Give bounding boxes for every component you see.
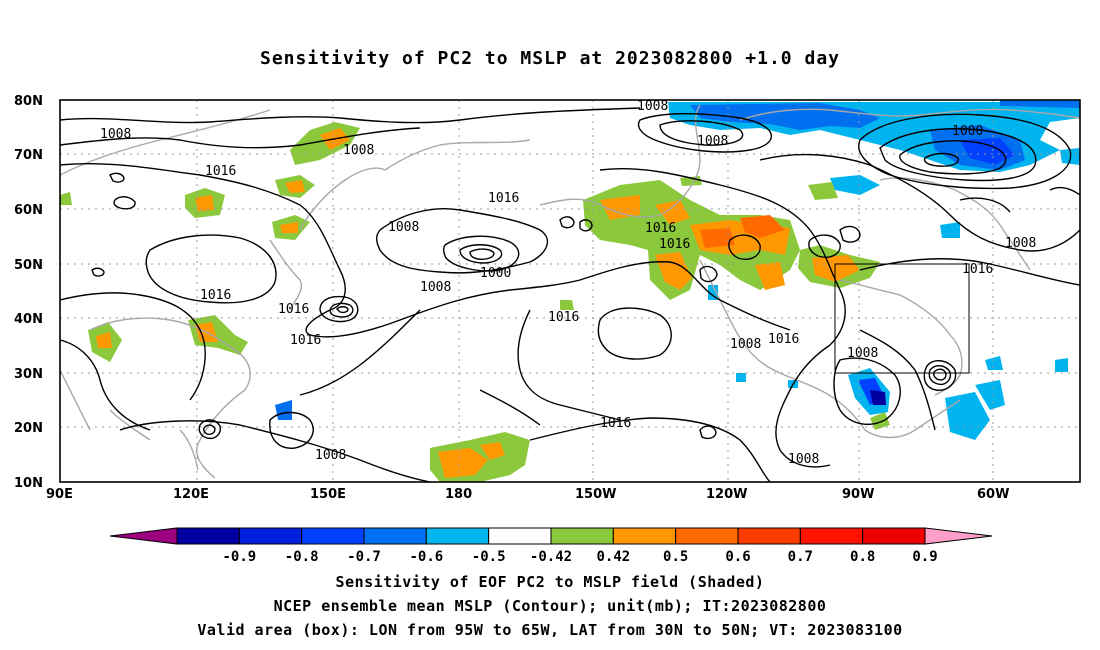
contour-label: 1016 [768, 332, 799, 347]
valid-area-box [834, 263, 970, 374]
contour-label: 1016 [962, 262, 993, 277]
contour-label: 1000 [480, 266, 511, 281]
lat-tick-label: 10N [14, 476, 43, 491]
contour-label: 1008 [343, 143, 374, 158]
contour-label: 1016 [600, 416, 631, 431]
contour-label: 1016 [488, 191, 519, 206]
colorbar-tick-label: 0.6 [725, 549, 750, 565]
contour-label: 1016 [290, 333, 321, 348]
lon-tick-label: 90E [46, 487, 73, 502]
caption-line-2: NCEP ensemble mean MSLP (Contour); unit(… [273, 597, 827, 615]
lat-tick-label: 40N [14, 312, 43, 327]
contour-label: 1008 [730, 337, 761, 352]
caption-line-1: Sensitivity of EOF PC2 to MSLP field (Sh… [335, 573, 765, 591]
caption-line-3: Valid area (box): LON from 95W to 65W, L… [197, 621, 903, 639]
colorbar-swatch [363, 527, 427, 545]
lon-tick-label: 90W [842, 487, 874, 502]
contour-label: 1000 [952, 124, 983, 139]
colorbar-tick-label: -0.42 [530, 549, 572, 565]
lon-tick-label: 120W [706, 487, 747, 502]
contour-label: 1008 [100, 127, 131, 142]
colorbar-tick-label: -0.8 [285, 549, 319, 565]
colorbar-swatch [238, 527, 303, 545]
lon-tick-label: 150E [310, 487, 346, 502]
lat-tick-label: 80N [14, 94, 43, 109]
lat-tick-label: 30N [14, 367, 43, 382]
map-grid [60, 100, 1080, 482]
latitude-axis: 80N 70N 60N 50N 40N 30N 20N 10N [14, 94, 43, 491]
contour-label: 1008 [388, 220, 419, 235]
colorbar-tick-label: 0.8 [850, 549, 875, 565]
colorbar-tick-label: 0.5 [663, 549, 688, 565]
colorbar-tick-label: -0.7 [347, 549, 381, 565]
lat-tick-label: 50N [14, 258, 43, 273]
contour-label: 1016 [278, 302, 309, 317]
longitude-axis: 90E 120E 150E 180 150W 120W 90W 60W [46, 487, 1009, 502]
map-title: Sensitivity of PC2 to MSLP at 2023082800… [259, 48, 840, 69]
colorbar-swatch [176, 527, 240, 545]
lon-tick-label: 120E [173, 487, 209, 502]
colorbar-swatch [550, 527, 614, 545]
colorbar-swatch [612, 527, 677, 545]
contour-label: 1016 [645, 221, 676, 236]
colorbar-swatch [488, 527, 552, 545]
colorbar-tick-label: -0.6 [409, 549, 443, 565]
map-panel [59, 99, 1081, 483]
colorbar-high-arrow [924, 527, 993, 545]
colorbar: -0.9 -0.8 -0.7 -0.6 -0.5 -0.42 0.42 0.5 0.6 0.7 0.… [109, 527, 993, 565]
lon-tick-label: 150W [575, 487, 616, 502]
colorbar-swatch [425, 527, 490, 545]
contour-label: 1016 [205, 164, 236, 179]
lon-tick-label: 180 [445, 487, 472, 502]
contour-label: 1008 [788, 452, 819, 467]
contour-label: 1008 [697, 134, 728, 149]
colorbar-swatch [862, 527, 926, 545]
colorbar-swatch [675, 527, 739, 545]
map-frame [59, 99, 1081, 483]
contour-label: 1016 [548, 310, 579, 325]
contour-label: 1008 [420, 280, 451, 295]
contour-label: 1008 [637, 99, 668, 114]
colorbar-tick-label: 0.7 [788, 549, 813, 565]
colorbar-low-arrow [109, 527, 178, 545]
colorbar-tick-label: -0.5 [472, 549, 506, 565]
coastlines [59, 104, 1081, 479]
contour-label-group: 1008 1008 1016 1016 1008 1000 1008 1016 … [100, 99, 1036, 467]
lon-tick-label: 60W [977, 487, 1009, 502]
colorbar-swatch [737, 527, 801, 545]
mslp-contours [59, 107, 1081, 483]
colorbar-swatch [301, 527, 365, 545]
contour-label: 1008 [315, 448, 346, 463]
colorbar-tick-label: -0.9 [222, 549, 256, 565]
lat-tick-label: 70N [14, 148, 43, 163]
colorbar-swatch [799, 527, 864, 545]
contour-label: 1008 [1005, 236, 1036, 251]
lat-tick-label: 60N [14, 203, 43, 218]
sensitivity-shading [60, 100, 1080, 482]
contour-label: 1008 [847, 346, 878, 361]
colorbar-tick-label: 0.42 [596, 549, 630, 565]
contour-label: 1016 [200, 288, 231, 303]
colorbar-tick-label: 0.9 [912, 549, 937, 565]
lat-tick-label: 20N [14, 421, 43, 436]
contour-label: 1016 [659, 237, 690, 252]
